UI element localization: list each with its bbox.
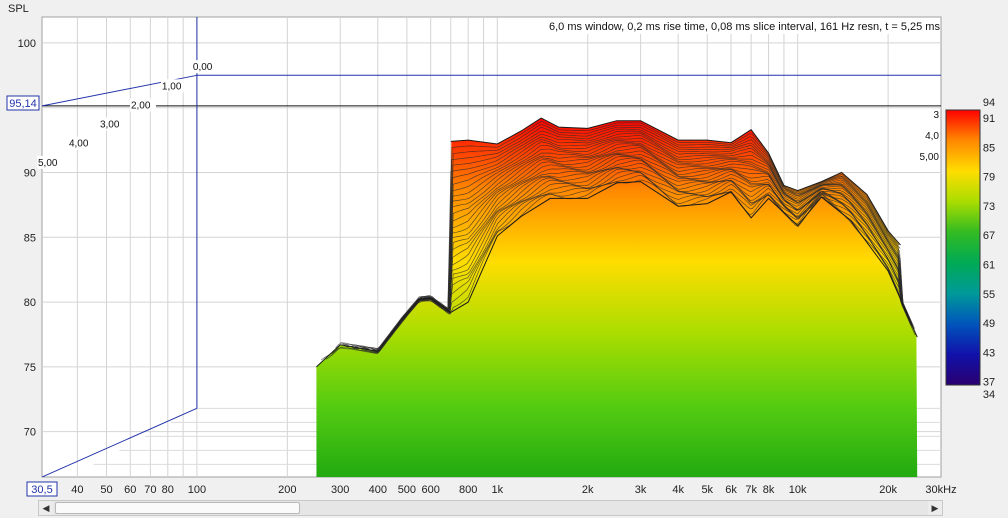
x-tick-label: 8k [763,484,775,496]
waterfall-surface [316,117,918,477]
x-tick-label: 6k [725,484,737,496]
y-tick-label: 70 [24,427,36,439]
x-tick-label: 10k [789,484,807,496]
slice-line [431,128,903,312]
info-text: 6,0 ms window, 0,2 ms rise time, 0,08 ms… [549,21,940,33]
waterfall-chart[interactable]: 0,00 1,00 2,00 3,00 4,00 5,00 3 4,0 5,00 100 90 85… [0,0,1008,500]
x-tick-label: 600 [421,484,439,496]
y-axis-ticks: 100 90 85 80 75 70 [18,38,36,439]
time-label: 3,00 [100,120,120,131]
cursor-value-box[interactable] [6,95,40,111]
x-tick-label: 1k [491,484,503,496]
slice-line [440,124,901,313]
corner-value: 30,5 [31,484,52,496]
color-scale-tick: 37 [983,377,995,389]
surface-body [316,118,918,477]
x-tick-label: 4k [672,484,684,496]
time-label: 1,00 [162,81,182,92]
color-scale-bar [945,109,981,386]
color-scale-tick: 94 [983,97,995,109]
horizontal-scrollbar[interactable]: ◀ ▶ [38,500,943,516]
slice-line [378,153,908,349]
x-tick-label: 50 [100,484,112,496]
back-slice [450,117,901,246]
time-label: 2,00 [131,100,151,111]
time-label-right: 3 [933,110,939,121]
y-tick-label: 100 [18,38,36,50]
time-label-bg [129,98,156,112]
slice-line [374,154,909,351]
slice-line [402,141,905,319]
time-label-bg [37,155,63,169]
x-tick-label: 100 [188,484,206,496]
x-axis-ticks: 40 50 60 70 80 100 200 300 400 500 600 800 1k 2k 3k 4k 5… [71,484,956,496]
slice-line [345,167,913,351]
color-scale-tick: 43 [983,347,995,359]
color-scale-tick: 61 [983,260,995,272]
color-scale-tick: 91 [983,113,995,125]
color-scale-tick: 79 [983,172,995,184]
x-tick-label: 300 [331,484,349,496]
time-label-bg [67,136,94,150]
x-tick-label: 7k [745,484,757,496]
scroll-left-icon[interactable]: ◀ [39,501,53,515]
corner-value-box[interactable] [26,481,58,497]
x-tick-label: 500 [398,484,416,496]
color-scale-tick: 34 [983,389,995,401]
cursor-value: 95,14 [9,98,37,110]
time-axis-labels: 0,00 1,00 2,00 3,00 4,00 5,00 3 4,0 5,00 [37,60,939,169]
scroll-right-icon[interactable]: ▶ [928,501,942,515]
x-tick-label: 60 [124,484,136,496]
time-label: 5,00 [38,158,58,169]
slice-line [325,174,915,360]
info-box [546,18,940,34]
y-tick-label: 85 [24,232,36,244]
slice-line [407,139,906,315]
x-tick-label: 2k [582,484,594,496]
scroll-thumb[interactable] [55,502,300,514]
slice-line [397,143,906,324]
x-tick-label: 3k [635,484,647,496]
x-tick-label: 5k [701,484,713,496]
time-label: 4,00 [69,139,89,150]
x-tick-label: 40 [71,484,83,496]
slice-line [369,156,910,353]
x-tick-label: 80 [162,484,174,496]
color-scale-tick: 85 [983,142,995,154]
time-label-bg [191,60,218,74]
time-label-bg [98,117,125,131]
x-tick-label: 800 [459,484,477,496]
y-tick-label: 90 [24,167,36,179]
x-tick-label: 20k [879,484,897,496]
time-label-right: 5,00 [920,152,940,163]
color-scale-tick: 73 [983,201,995,213]
slice-line [426,130,902,311]
x-tick-label: 30kHz [925,484,956,496]
x-tick-label: 400 [369,484,387,496]
color-scale-tick: 67 [983,230,995,242]
color-scale-tick: 49 [983,318,995,330]
depth-floor-line [42,407,198,477]
x-tick-label: 200 [278,484,296,496]
y-tick-label: 75 [24,362,36,374]
y-axis-label: SPL [8,3,29,15]
time-label: 0,00 [193,62,213,73]
time-label-bg [160,79,187,93]
color-scale-tick: 55 [983,289,995,301]
x-tick-label: 70 [144,484,156,496]
time-label-right: 4,0 [925,131,939,142]
slice-line [436,126,902,312]
y-tick-label: 80 [24,297,36,309]
front-slice [316,181,918,368]
